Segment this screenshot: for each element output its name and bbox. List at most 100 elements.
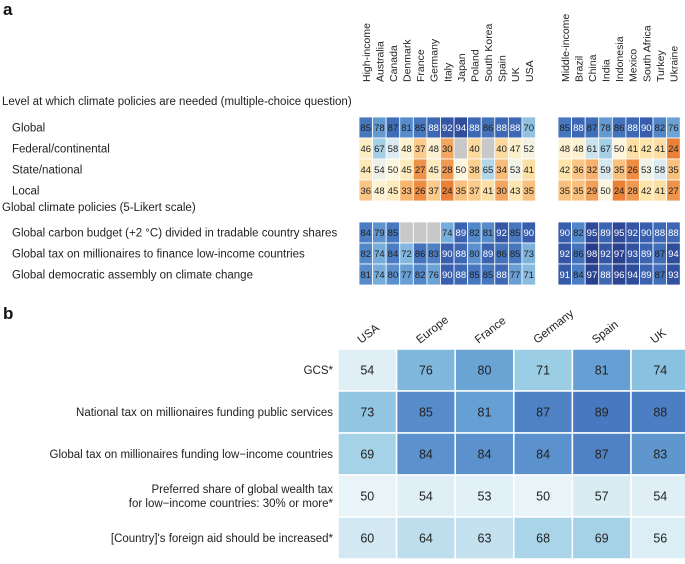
cell-value: 88 xyxy=(428,123,439,134)
cell-value: 65 xyxy=(483,165,494,176)
cell-value: 76 xyxy=(419,364,433,378)
cell-value: 41 xyxy=(523,165,534,176)
cell-value: 77 xyxy=(401,270,412,281)
cell-value: 77 xyxy=(510,270,521,281)
cell-value: 69 xyxy=(360,448,374,462)
cell-value: 85 xyxy=(469,270,480,281)
column-label-italy: Italy xyxy=(442,62,454,82)
cell-value: 94 xyxy=(456,123,467,134)
cell-value: 81 xyxy=(361,270,372,281)
cell-value: 53 xyxy=(641,165,652,176)
cell-value: 37 xyxy=(428,186,439,197)
heatmap-cell xyxy=(571,348,632,392)
heatmap-cell xyxy=(571,516,632,560)
cell-value: 37 xyxy=(415,144,426,155)
cell-value: 78 xyxy=(600,123,611,134)
cell-value: 57 xyxy=(595,490,609,504)
column-label-turkey: Turkey xyxy=(655,50,667,82)
row-label-line: Preferred share of global wealth tax xyxy=(151,484,333,496)
cell-value: 42 xyxy=(641,144,652,155)
cell-value: 82 xyxy=(469,228,480,239)
column-label-france: France xyxy=(473,315,509,346)
cell-value: 85 xyxy=(419,406,433,420)
row-label-global-democratic-assembly-on-climate-change: Global democratic assembly on climate ch… xyxy=(12,270,253,282)
cell-value: 63 xyxy=(478,532,492,546)
cell-value: 78 xyxy=(374,123,385,134)
cell-value: 48 xyxy=(573,144,584,155)
cell-value: 24 xyxy=(668,144,679,155)
cell-value: 68 xyxy=(536,532,550,546)
row-label-national-tax-on-millionaires-funding-public-services: National tax on millionaires funding pub… xyxy=(76,407,333,419)
cell-value: 28 xyxy=(627,186,638,197)
cell-value: 45 xyxy=(428,165,439,176)
cell-value: 72 xyxy=(401,249,412,260)
cell-value: 89 xyxy=(600,228,611,239)
heatmap-cell xyxy=(521,179,536,202)
column-label-australia: Australia xyxy=(374,41,386,82)
cell-value: 54 xyxy=(360,364,374,378)
cell-value: 90 xyxy=(442,249,453,260)
cell-value: 87 xyxy=(536,406,550,420)
cell-value: 28 xyxy=(442,165,453,176)
cell-value: 84 xyxy=(419,448,433,462)
cell-value: 50 xyxy=(614,144,625,155)
cell-value: 81 xyxy=(401,123,412,134)
cell-value: 88 xyxy=(573,123,584,134)
heatmap-cell xyxy=(666,263,681,286)
cell-value: 24 xyxy=(442,186,453,197)
cell-value: 36 xyxy=(361,186,372,197)
column-label-south-korea: South Korea xyxy=(483,23,495,82)
row-label-federal-continental: Federal/continental xyxy=(12,144,110,156)
cell-value: 35 xyxy=(573,186,584,197)
cell-value: 54 xyxy=(419,490,433,504)
cell-value: 60 xyxy=(360,532,374,546)
heatmap-cell xyxy=(412,221,428,244)
cell-value: 54 xyxy=(653,490,667,504)
cell-value: 42 xyxy=(560,165,571,176)
cell-value: 35 xyxy=(614,165,625,176)
cell-value: 67 xyxy=(374,144,385,155)
cell-value: 85 xyxy=(560,123,571,134)
cell-value: 94 xyxy=(627,270,638,281)
column-label-middle-income: Middle-income xyxy=(560,14,572,82)
heatmap-cell xyxy=(454,516,515,560)
column-label-germany: Germany xyxy=(429,38,441,82)
cell-value: 85 xyxy=(415,123,426,134)
cell-value: 95 xyxy=(614,228,625,239)
cell-value: 86 xyxy=(573,249,584,260)
cell-value: 81 xyxy=(478,406,492,420)
cell-value: 94 xyxy=(668,249,679,260)
heatmap-cell xyxy=(426,221,441,244)
cell-value: 88 xyxy=(668,228,679,239)
cell-value: 40 xyxy=(496,144,507,155)
cell-value: 88 xyxy=(496,123,507,134)
cell-value: 90 xyxy=(442,270,453,281)
cell-value: 88 xyxy=(600,270,611,281)
cell-value: 61 xyxy=(587,144,598,155)
heatmap-cell xyxy=(453,137,469,160)
cell-value: 64 xyxy=(419,532,433,546)
cell-value: 33 xyxy=(401,186,412,197)
heatmap-cell xyxy=(630,432,685,476)
cell-value: 27 xyxy=(668,186,679,197)
cell-value: 52 xyxy=(523,144,534,155)
cell-value: 53 xyxy=(510,165,521,176)
cell-value: 83 xyxy=(428,249,439,260)
heatmap-cell xyxy=(571,474,632,518)
cell-value: 71 xyxy=(523,270,534,281)
cell-value: 45 xyxy=(388,186,399,197)
row-label-global-tax-on-millionaires-funding-low-income-countries: Global tax on millionaires funding low−i… xyxy=(50,449,334,461)
column-label-france: France xyxy=(415,49,427,82)
column-label-china: China xyxy=(587,54,599,82)
cell-value: 80 xyxy=(478,364,492,378)
cell-value: 89 xyxy=(456,228,467,239)
cell-value: 90 xyxy=(523,228,534,239)
cell-value: 80 xyxy=(388,270,399,281)
cell-value: 92 xyxy=(627,228,638,239)
cell-value: 74 xyxy=(653,364,667,378)
cell-value: 58 xyxy=(388,144,399,155)
cell-value: 44 xyxy=(361,165,372,176)
cell-value: 92 xyxy=(496,228,507,239)
cell-value: 41 xyxy=(655,144,666,155)
cell-value: 81 xyxy=(595,364,609,378)
